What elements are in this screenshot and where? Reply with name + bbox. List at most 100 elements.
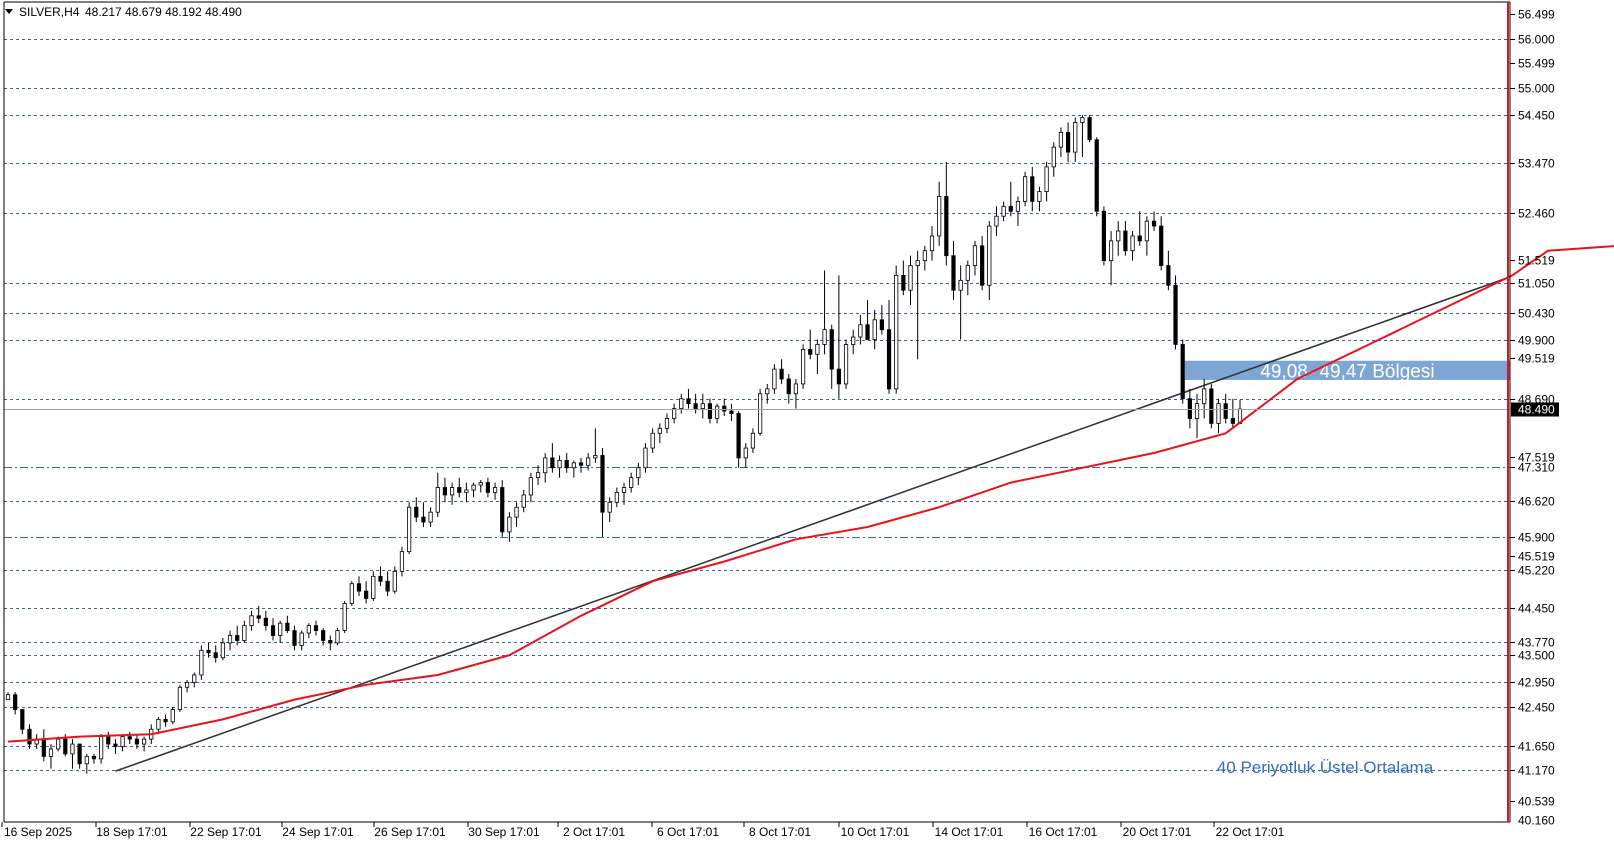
axes xyxy=(3,1,1511,823)
candle-body xyxy=(929,235,935,252)
level-price-label: 50.430 xyxy=(1518,307,1555,321)
candle-body xyxy=(1173,284,1178,345)
level-price-label: 48.690 xyxy=(1518,393,1555,407)
candle-body xyxy=(894,274,899,390)
candle-body xyxy=(428,511,433,523)
candle-body xyxy=(1123,230,1128,252)
candle-body xyxy=(972,245,978,266)
candle-body xyxy=(793,383,799,395)
time-label: 2 Oct 17:01 xyxy=(563,825,625,839)
candle-body xyxy=(779,368,784,380)
candle-body xyxy=(915,260,920,266)
candle-body xyxy=(715,405,720,419)
candle-body xyxy=(586,457,591,466)
candle-body xyxy=(77,743,82,765)
candle-body xyxy=(535,472,541,479)
candle-body xyxy=(1001,205,1006,217)
candle-body xyxy=(184,681,190,688)
candle-body xyxy=(750,432,756,449)
candle-body xyxy=(99,736,104,760)
candle-body xyxy=(1073,122,1078,153)
price-axis[interactable]: 56.000 55.000 54.450 53.470 52.460 51.050 50.4… xyxy=(1510,8,1555,828)
candle-body xyxy=(56,738,61,750)
zone-band: 49,08- 49,47 Bölgesi xyxy=(1184,360,1510,382)
candle-body xyxy=(91,755,97,760)
candle-body xyxy=(1130,235,1135,252)
candle-body xyxy=(1116,230,1121,242)
candle-body xyxy=(686,398,691,405)
candle-body xyxy=(84,755,89,765)
candle-body xyxy=(70,743,75,755)
candle-body xyxy=(270,625,276,636)
axis-tick-label: 55.499 xyxy=(1518,57,1555,71)
candle-body xyxy=(1180,344,1185,400)
candle-body xyxy=(20,709,25,730)
candle-body xyxy=(951,255,956,291)
candle-body xyxy=(1023,176,1028,202)
candle-body xyxy=(220,642,225,659)
candle-body xyxy=(13,694,18,710)
candle-body xyxy=(593,455,598,459)
ema-polyline xyxy=(7,245,1614,743)
current-price-box xyxy=(1511,402,1559,417)
candle-body xyxy=(464,489,469,493)
level-lines xyxy=(4,39,1510,771)
candle-body xyxy=(242,625,247,641)
candle-body xyxy=(693,403,698,409)
candle-body xyxy=(765,388,770,395)
candle-body xyxy=(707,403,713,419)
candle-body xyxy=(27,728,32,745)
candle-body xyxy=(378,575,383,582)
candle-body xyxy=(636,467,641,479)
candle-body xyxy=(879,319,884,331)
candle-body xyxy=(521,494,526,508)
level-price-label: 42.950 xyxy=(1518,676,1555,690)
candle-body xyxy=(349,583,354,604)
candle-body xyxy=(1008,205,1013,212)
candle-body xyxy=(471,484,476,491)
candle-body xyxy=(851,336,856,345)
candle-body xyxy=(278,622,283,636)
candle-body xyxy=(922,250,927,261)
level-price-label: 44.450 xyxy=(1518,602,1555,616)
candle-body xyxy=(829,329,834,370)
candle-body xyxy=(1087,117,1092,141)
candle-body xyxy=(1194,403,1200,419)
candle-body xyxy=(449,487,455,496)
candle-body xyxy=(980,245,985,286)
candle-body xyxy=(5,694,11,701)
candle-body xyxy=(299,632,304,646)
axis-tick-label: 47.519 xyxy=(1518,451,1555,465)
candle-body xyxy=(736,413,741,459)
axis-tick-label: 40.539 xyxy=(1518,795,1555,809)
level-price-label: 56.000 xyxy=(1518,33,1555,47)
time-label: 24 Sep 17:01 xyxy=(282,825,354,839)
candle-body xyxy=(908,265,913,291)
candle-body xyxy=(528,477,533,496)
candle-body xyxy=(1137,235,1142,242)
candle-body xyxy=(757,393,763,434)
level-price-label: 45.220 xyxy=(1518,564,1555,578)
candle-body xyxy=(843,344,849,385)
candle-body xyxy=(134,738,140,745)
symbol-label: SILVER,H4 xyxy=(19,5,80,19)
annotations: 40 Periyotluk Üstel Ortalama xyxy=(1217,758,1434,777)
candle-body xyxy=(507,516,512,533)
candle-body xyxy=(256,615,261,619)
candle-body xyxy=(492,487,498,493)
candle-body xyxy=(772,368,777,390)
level-price-label: 51.050 xyxy=(1518,277,1555,291)
candle-body xyxy=(564,459,569,469)
candle-body xyxy=(199,649,204,676)
candle-body xyxy=(41,738,46,757)
candle-body xyxy=(478,482,483,486)
time-axis[interactable]: 16 Sep 2025 18 Sep 17:01 22 Sep 17:01 24 Se… xyxy=(1,822,1285,839)
level-price-label: 40.160 xyxy=(1518,814,1555,828)
level-price-label: 43.770 xyxy=(1518,636,1555,650)
time-label: 22 Oct 17:01 xyxy=(1216,825,1285,839)
candle-body xyxy=(944,196,949,257)
candle-body xyxy=(192,674,197,683)
candle-body xyxy=(141,738,147,745)
